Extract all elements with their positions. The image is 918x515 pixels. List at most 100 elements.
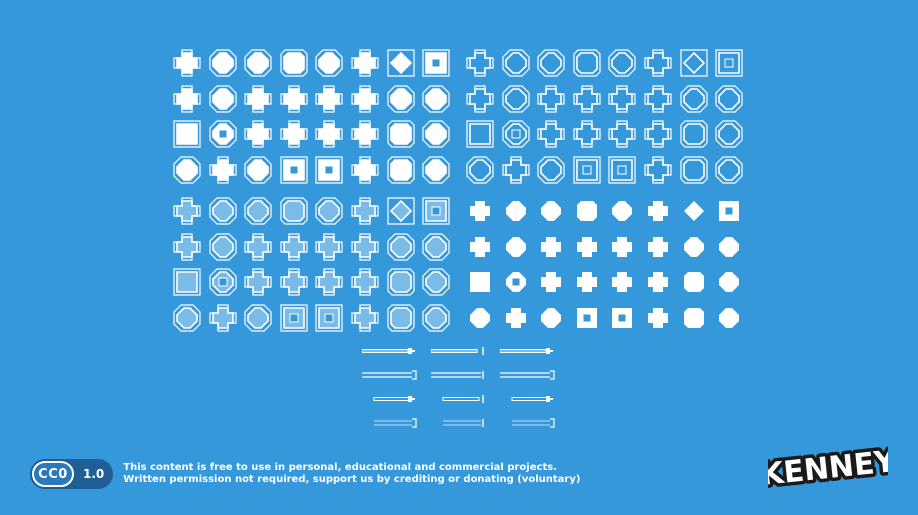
tile-outline-transparent-r3c6 (387, 304, 415, 332)
tile-outline-empty-r3c7 (715, 156, 743, 184)
tile-outline-empty-r2c4 (608, 120, 636, 148)
tile-outline-filled-r3c2 (244, 156, 272, 184)
tile-outline-transparent-r3c1 (209, 304, 237, 332)
tile-outline-transparent-r1c2 (244, 233, 272, 261)
tile-outline-filled-r3c0 (173, 156, 201, 184)
tile-solid-r1c7 (719, 237, 739, 257)
tile-solid-r2c5 (648, 272, 668, 292)
tile-solid-r3c1 (506, 308, 526, 328)
tile-outline-transparent-r0c5 (351, 197, 379, 225)
tile-solid-r2c6 (684, 272, 704, 292)
cc0-license-badge[interactable]: CC0 1.0 (30, 459, 114, 489)
tile-outline-filled-r2c3 (280, 120, 308, 148)
tile-outline-transparent-r0c4 (315, 197, 343, 225)
license-line-2: Written permission not required, support… (123, 474, 581, 485)
tile-outline-filled-r3c5 (351, 156, 379, 184)
tile-outline-empty-r0c4 (608, 49, 636, 77)
tile-solid-r2c1 (506, 272, 526, 292)
tile-outline-empty-r2c3 (573, 120, 601, 148)
tile-outline-empty-r2c6 (680, 120, 708, 148)
tile-outline-filled-r0c6 (387, 49, 415, 77)
tile-outline-transparent-r3c0 (173, 304, 201, 332)
tile-outline-transparent-r0c1 (209, 197, 237, 225)
tile-outline-transparent-r3c5 (351, 304, 379, 332)
divider-fade-double-bracket-9 (374, 418, 417, 428)
tile-solid-r0c3 (577, 201, 597, 221)
tile-outline-transparent-r2c3 (280, 268, 308, 296)
license-version: 1.0 (83, 467, 105, 481)
tile-solid-r3c0 (470, 308, 490, 328)
tile-outline-empty-r3c1 (502, 156, 530, 184)
tile-solid-r2c4 (612, 272, 632, 292)
tile-solid-r0c7 (719, 201, 739, 221)
tile-outline-transparent-r0c7 (422, 197, 450, 225)
tile-outline-transparent-r2c6 (387, 268, 415, 296)
tile-outline-filled-r2c2 (244, 120, 272, 148)
tile-outline-filled-r0c1 (209, 49, 237, 77)
tile-outline-empty-r3c0 (466, 156, 494, 184)
tile-outline-empty-r3c4 (608, 156, 636, 184)
tile-outline-filled-r0c7 (422, 49, 450, 77)
tile-outline-filled-r0c0 (173, 49, 201, 77)
tile-outline-empty-r0c7 (715, 49, 743, 77)
tile-solid-r0c0 (470, 201, 490, 221)
tile-outline-empty-r1c1 (502, 85, 530, 113)
divider-bar-cross-2 (500, 348, 553, 354)
tile-outline-transparent-r1c6 (387, 233, 415, 261)
tile-outline-empty-r1c0 (466, 85, 494, 113)
divider-fade-double-cap-10 (443, 419, 484, 427)
tile-outline-filled-r3c7 (422, 156, 450, 184)
tile-outline-filled-r0c5 (351, 49, 379, 77)
divider-double-bracket-5 (500, 370, 555, 380)
divider-bar-cross-0 (362, 348, 415, 354)
tile-outline-transparent-r2c2 (244, 268, 272, 296)
tile-outline-filled-r3c1 (209, 156, 237, 184)
tile-outline-filled-r0c2 (244, 49, 272, 77)
tile-outline-transparent-r2c0 (173, 268, 201, 296)
divider-fade-cross-6 (373, 396, 415, 402)
tile-solid-r1c0 (470, 237, 490, 257)
tile-outline-filled-r3c3 (280, 156, 308, 184)
tile-outline-filled-r2c4 (315, 120, 343, 148)
tile-solid-r3c3 (577, 308, 597, 328)
tile-outline-empty-r1c2 (537, 85, 565, 113)
tile-outline-transparent-r3c7 (422, 304, 450, 332)
divider-fade-cap-7 (442, 395, 484, 403)
tile-solid-r1c5 (648, 237, 668, 257)
tile-solid-r0c6 (684, 201, 704, 221)
tile-solid-r3c6 (684, 308, 704, 328)
tile-outline-empty-r0c1 (502, 49, 530, 77)
license-text: This content is free to use in personal,… (123, 462, 580, 486)
kenney-logo-text: KENNEY (768, 444, 888, 490)
tile-outline-filled-r1c0 (173, 85, 201, 113)
tile-outline-empty-r2c7 (715, 120, 743, 148)
license-block: CC0 1.0 This content is free to use in p… (30, 459, 580, 489)
tile-solid-r0c4 (612, 201, 632, 221)
tile-outline-filled-r3c4 (315, 156, 343, 184)
tile-outline-filled-r1c7 (422, 85, 450, 113)
tile-solid-r2c3 (577, 272, 597, 292)
divider-double-cap-4 (431, 371, 484, 379)
divider-fade-cross-8 (511, 396, 553, 402)
tile-outline-filled-r2c6 (387, 120, 415, 148)
tile-outline-filled-r1c1 (209, 85, 237, 113)
tile-outline-empty-r2c5 (644, 120, 672, 148)
tile-solid-r2c7 (719, 272, 739, 292)
tile-outline-filled-r1c5 (351, 85, 379, 113)
tile-outline-transparent-r1c1 (209, 233, 237, 261)
tile-outline-filled-r3c6 (387, 156, 415, 184)
tile-outline-empty-r1c4 (608, 85, 636, 113)
license-line-1: This content is free to use in personal,… (123, 462, 557, 473)
tile-outline-transparent-r1c0 (173, 233, 201, 261)
tile-outline-empty-r1c6 (680, 85, 708, 113)
tile-solid-r0c5 (648, 201, 668, 221)
tile-outline-empty-r0c5 (644, 49, 672, 77)
tile-solid-r1c3 (577, 237, 597, 257)
tile-outline-transparent-r1c5 (351, 233, 379, 261)
tile-solid-r2c2 (541, 272, 561, 292)
tile-outline-filled-r2c1 (209, 120, 237, 148)
divider-bar-cap-1 (431, 347, 484, 355)
tile-outline-empty-r2c2 (537, 120, 565, 148)
tile-solid-r1c2 (541, 237, 561, 257)
tile-outline-empty-r3c2 (537, 156, 565, 184)
